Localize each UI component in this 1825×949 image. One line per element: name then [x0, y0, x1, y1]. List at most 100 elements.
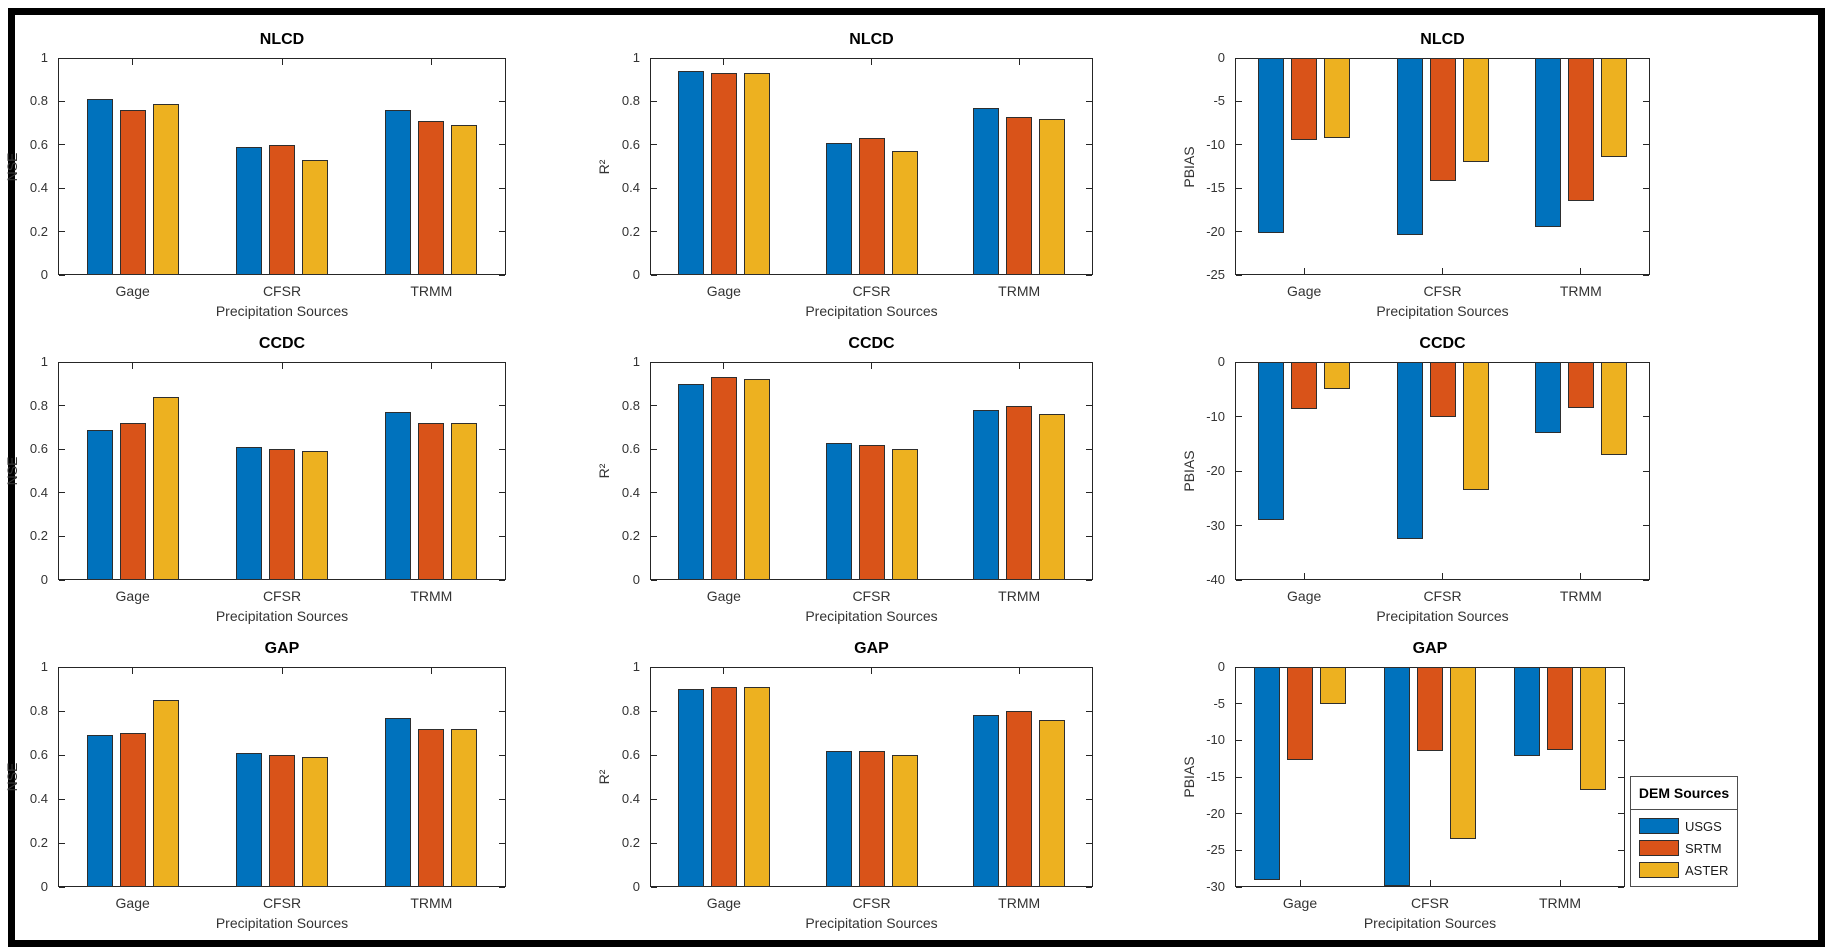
chart-title-gap-pbias: GAP — [1412, 640, 1448, 657]
y-tick-mark — [651, 57, 657, 59]
y-tick-label: 0.6 — [621, 441, 640, 457]
y-tick-mark — [1236, 525, 1242, 526]
y-tick-mark — [499, 842, 505, 844]
legend-label-srtm: SRTM — [1685, 840, 1722, 856]
legend-swatch-aster — [1639, 862, 1679, 878]
y-tick-label: 0.6 — [621, 136, 640, 152]
y-tick-mark — [59, 187, 65, 189]
x-category-label: TRMM — [410, 895, 453, 911]
y-tick-mark — [59, 231, 65, 233]
y-tick-mark — [1618, 666, 1624, 668]
bar-usgs-trmm — [385, 412, 412, 580]
bar-srtm-cfsr — [858, 750, 885, 887]
x-tick-mark — [1018, 363, 1020, 369]
bar-aster-trmm — [451, 125, 478, 275]
y-tick-label: 1 — [632, 659, 640, 674]
y-tick-mark — [651, 405, 657, 407]
x-category-label: CFSR — [1423, 588, 1462, 604]
x-tick-mark — [723, 668, 725, 674]
y-axis-label-ccdc-nse: NSE — [4, 456, 20, 486]
x-tick-mark — [132, 363, 134, 369]
bar-srtm-trmm — [418, 423, 445, 580]
x-category-label: Gage — [1282, 895, 1318, 911]
bar-usgs-cfsr — [825, 442, 852, 580]
x-axis-label-ccdc-nse: Precipitation Sources — [215, 608, 349, 624]
y-tick-mark — [499, 361, 505, 363]
y-tick-mark — [59, 666, 65, 668]
y-tick-mark — [59, 100, 65, 102]
y-tick-mark — [1086, 361, 1092, 363]
x-category-label: TRMM — [998, 895, 1041, 911]
chart-title-ccdc-pbias: CCDC — [1419, 335, 1466, 352]
bar-srtm-cfsr — [269, 449, 295, 580]
bar-srtm-gage — [710, 686, 737, 887]
bar-usgs-trmm — [1514, 667, 1540, 756]
y-tick-mark — [1236, 231, 1242, 233]
y-tick-mark — [651, 579, 657, 581]
y-tick-mark — [1086, 57, 1092, 59]
x-tick-mark — [871, 59, 872, 65]
bar-usgs-gage — [86, 429, 113, 580]
bar-srtm-gage — [119, 733, 146, 887]
x-category-label: CFSR — [262, 283, 302, 299]
x-tick-mark — [132, 59, 134, 65]
y-tick-mark — [1236, 144, 1242, 146]
bar-usgs-cfsr — [825, 750, 852, 887]
y-axis-label-nlcd-r2: R² — [596, 159, 612, 174]
y-tick-mark — [1086, 710, 1092, 712]
y-tick-mark — [59, 492, 65, 494]
y-tick-label: 0.6 — [621, 747, 640, 762]
y-tick-mark — [1618, 849, 1624, 851]
chart-title-nlcd-pbias: NLCD — [1420, 31, 1465, 48]
bar-srtm-cfsr — [858, 138, 885, 275]
bar-aster-gage — [152, 103, 179, 275]
bar-aster-gage — [1324, 362, 1351, 390]
y-tick-mark — [651, 886, 657, 888]
y-tick-label: 0.4 — [29, 791, 48, 806]
bar-aster-gage — [743, 686, 770, 887]
x-axis-label-gap-nse: Precipitation Sources — [215, 915, 349, 931]
chart-title-gap-r2: GAP — [854, 640, 889, 657]
y-tick-mark — [1618, 703, 1624, 705]
y-tick-mark — [1086, 187, 1092, 189]
bar-usgs-trmm — [385, 110, 412, 275]
x-tick-mark — [281, 668, 283, 674]
y-tick-label: -10 — [1206, 732, 1225, 748]
y-tick-mark — [651, 842, 657, 844]
bar-usgs-trmm — [973, 409, 1000, 580]
x-category-label: CFSR — [852, 588, 891, 604]
bar-srtm-gage — [119, 423, 146, 580]
y-tick-mark — [1086, 448, 1092, 450]
y-tick-mark — [651, 666, 657, 668]
legend-entry-usgs: USGS — [1639, 818, 1729, 834]
y-tick-mark — [1643, 187, 1649, 189]
y-tick-mark — [1643, 231, 1649, 233]
x-tick-mark — [430, 363, 432, 369]
legend-swatch-usgs — [1639, 818, 1679, 834]
y-tick-mark — [59, 710, 65, 712]
y-tick-mark — [1618, 776, 1624, 778]
y-tick-mark — [1086, 100, 1092, 102]
x-category-label: CFSR — [1423, 283, 1462, 299]
y-tick-label: 1 — [632, 354, 640, 369]
bar-aster-trmm — [1600, 362, 1627, 455]
y-tick-mark — [1236, 886, 1242, 888]
y-tick-mark — [1236, 274, 1242, 276]
bar-usgs-trmm — [973, 715, 1000, 887]
y-tick-mark — [499, 144, 505, 146]
bar-aster-trmm — [1600, 58, 1627, 157]
legend-label-usgs: USGS — [1685, 818, 1722, 834]
bar-srtm-gage — [1287, 667, 1313, 761]
bar-aster-trmm — [451, 423, 478, 580]
y-tick-label: 0.8 — [29, 93, 48, 109]
y-tick-mark — [1086, 144, 1092, 146]
bar-aster-cfsr — [302, 159, 328, 275]
y-axis-label-ccdc-r2: R² — [596, 463, 612, 479]
bar-aster-cfsr — [891, 755, 918, 887]
bar-usgs-cfsr — [1396, 58, 1423, 236]
x-tick-mark — [1303, 573, 1305, 579]
x-tick-mark — [1299, 880, 1301, 886]
x-tick-mark — [1018, 668, 1020, 674]
y-tick-mark — [499, 100, 505, 102]
